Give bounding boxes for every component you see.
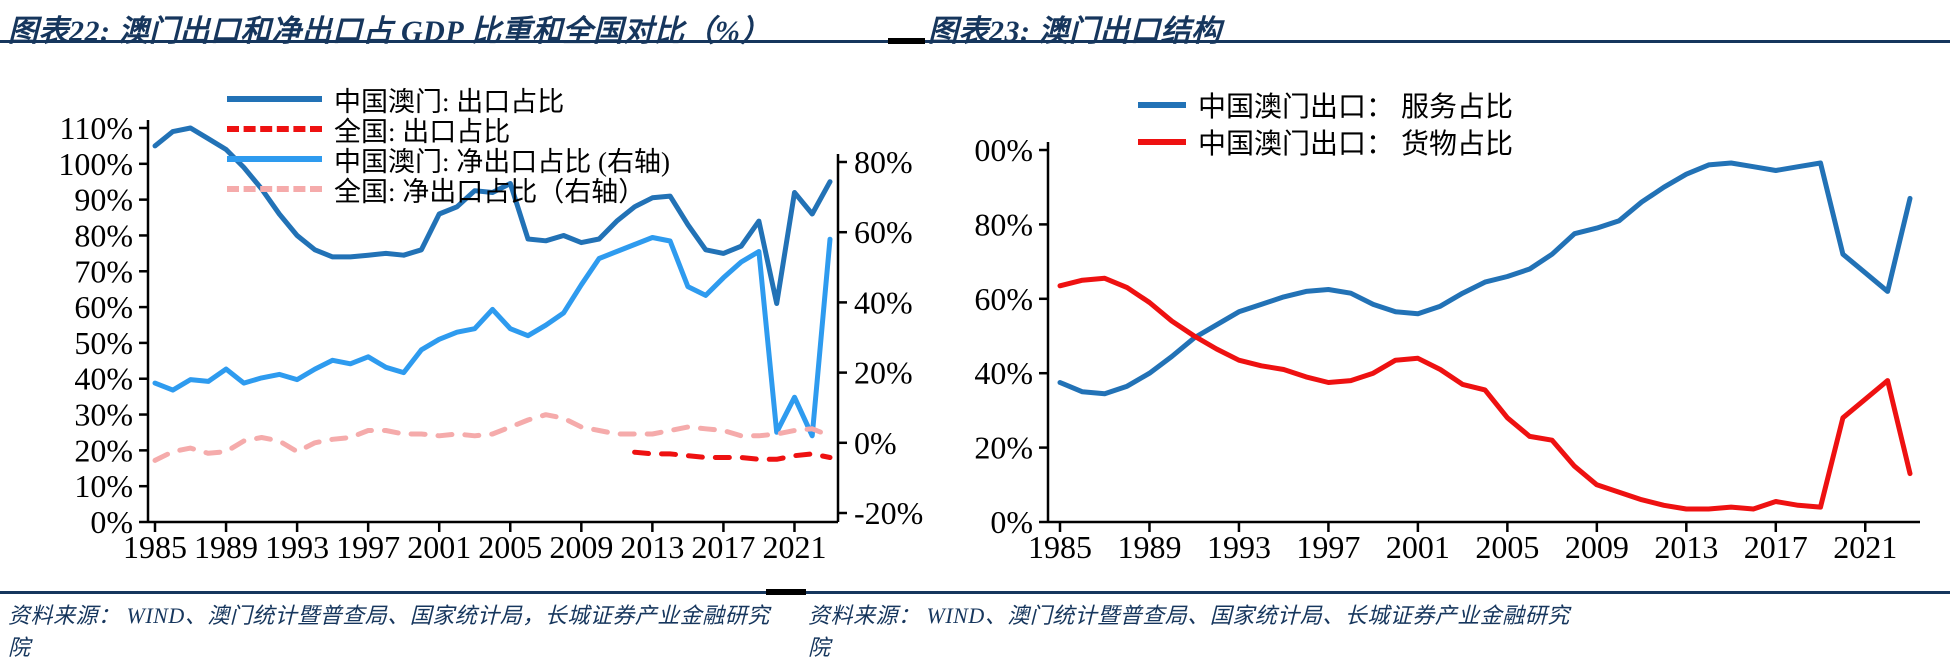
- chart22-legend: 中国澳门: 出口占比 全国: 出口占比 中国澳门: 净出口占比 (右轴) 全国:…: [227, 84, 670, 207]
- svg-text:2001: 2001: [407, 529, 471, 565]
- legend-line-sample: [227, 96, 322, 102]
- legend-line-sample: [227, 126, 322, 132]
- svg-text:1997: 1997: [336, 529, 400, 565]
- header-rule-left: [0, 40, 888, 43]
- svg-text:2017: 2017: [1744, 529, 1808, 565]
- header-rule-right: [925, 40, 1950, 43]
- chart23-title: 图表23: 澳门出口结构: [928, 15, 1222, 48]
- svg-text:1989: 1989: [194, 529, 258, 565]
- legend-label: 中国澳门: 出口占比: [334, 86, 565, 117]
- legend-line-sample: [227, 186, 322, 192]
- svg-text:2001: 2001: [1386, 529, 1450, 565]
- svg-text:1997: 1997: [1296, 529, 1360, 565]
- svg-text:0%: 0%: [90, 504, 133, 540]
- chart22-title: 图表22: 澳门出口和净出口占 GDP 比重和全国对比（%）: [8, 15, 772, 48]
- svg-text:1993: 1993: [1207, 529, 1271, 565]
- legend-item-national-export-share: 全国: 出口占比: [227, 114, 670, 147]
- legend-label: 全国: 净出口占比（右轴）: [334, 176, 646, 207]
- svg-text:80%: 80%: [74, 217, 133, 253]
- svg-text:110%: 110%: [60, 110, 133, 146]
- legend-item-macau-net-export-share: 中国澳门: 净出口占比 (右轴): [227, 144, 670, 177]
- svg-text:1993: 1993: [265, 529, 329, 565]
- header-rule-divider: [888, 38, 925, 44]
- footer-rule-left: [0, 591, 766, 594]
- legend-line-sample: [1138, 138, 1186, 145]
- legend-label: 全国: 出口占比: [334, 116, 511, 147]
- svg-text:0%: 0%: [990, 504, 1033, 540]
- footer-rule-divider: [766, 589, 806, 595]
- svg-text:20%: 20%: [975, 430, 1033, 466]
- legend-item-goods-share: 中国澳门出口： 货物占比: [1138, 123, 1513, 160]
- svg-text:80%: 80%: [854, 144, 913, 180]
- legend-line-sample: [227, 156, 322, 162]
- svg-text:70%: 70%: [74, 253, 133, 289]
- macau-export-structure-chart: 100% 80% 60% 40% 20% 0%1985 1989 1993 1997 2001 20…: [975, 132, 1920, 565]
- svg-text:1985: 1985: [123, 529, 187, 565]
- svg-text:2013: 2013: [620, 529, 684, 565]
- svg-text:2021: 2021: [1833, 529, 1897, 565]
- legend-label: 中国澳门出口： 服务占比: [1198, 91, 1514, 123]
- svg-text:60%: 60%: [854, 214, 913, 250]
- svg-text:0%: 0%: [854, 425, 897, 461]
- svg-text:80%: 80%: [975, 206, 1033, 242]
- svg-text:1985: 1985: [1028, 529, 1092, 565]
- svg-text:2017: 2017: [691, 529, 755, 565]
- svg-text:40%: 40%: [975, 355, 1033, 391]
- svg-text:10%: 10%: [74, 468, 133, 504]
- svg-text:2005: 2005: [1475, 529, 1539, 565]
- svg-text:60%: 60%: [74, 289, 133, 325]
- svg-text:100%: 100%: [975, 132, 1033, 168]
- svg-text:1989: 1989: [1117, 529, 1181, 565]
- svg-text:40%: 40%: [854, 284, 913, 320]
- legend-line-sample: [1138, 101, 1186, 108]
- svg-text:2009: 2009: [549, 529, 613, 565]
- legend-label: 中国澳门出口： 货物占比: [1198, 128, 1514, 160]
- svg-text:30%: 30%: [74, 397, 133, 433]
- svg-text:20%: 20%: [854, 355, 913, 391]
- svg-text:100%: 100%: [58, 146, 133, 182]
- source-note-left: 资料来源： WIND、澳门统计暨普查局、国家统计局，长城证券产业金融研究院: [8, 603, 770, 660]
- legend-item-macau-export-share: 中国澳门: 出口占比: [227, 84, 670, 117]
- svg-text:2021: 2021: [762, 529, 826, 565]
- source-note-right: 资料来源： WIND、澳门统计暨普查局、国家统计局、长城证券产业金融研究院: [808, 603, 1570, 660]
- legend-item-national-net-export-share: 全国: 净出口占比（右轴）: [227, 174, 670, 207]
- svg-text:90%: 90%: [74, 182, 133, 218]
- svg-text:40%: 40%: [74, 361, 133, 397]
- svg-text:-20%: -20%: [854, 495, 923, 531]
- svg-text:50%: 50%: [74, 325, 133, 361]
- footer-rule-right: [806, 591, 1950, 594]
- svg-text:2005: 2005: [478, 529, 542, 565]
- svg-text:20%: 20%: [74, 432, 133, 468]
- macau-export-gdp-chart: 110%100%90%80%70%60%50%40%30%20%10%0%80%…: [58, 110, 923, 565]
- svg-text:2009: 2009: [1565, 529, 1629, 565]
- legend-item-services-share: 中国澳门出口： 服务占比: [1138, 86, 1513, 123]
- svg-text:2013: 2013: [1654, 529, 1718, 565]
- legend-label: 中国澳门: 净出口占比 (右轴): [334, 146, 670, 177]
- svg-text:60%: 60%: [975, 281, 1033, 317]
- chart23-legend: 中国澳门出口： 服务占比 中国澳门出口： 货物占比: [1138, 86, 1513, 160]
